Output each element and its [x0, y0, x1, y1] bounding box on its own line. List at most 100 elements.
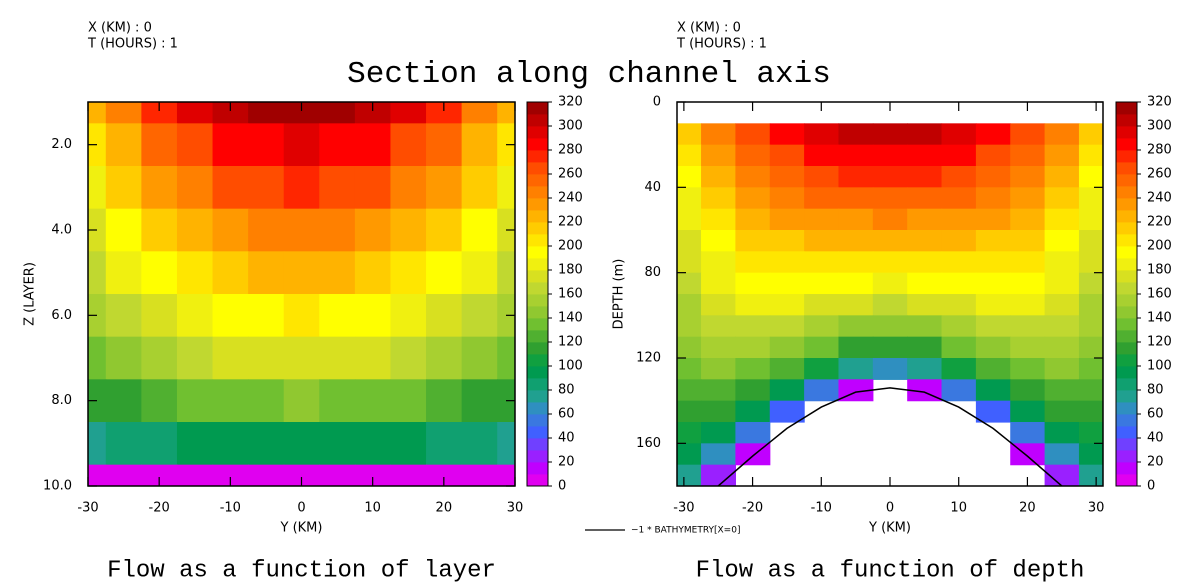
- cell: [804, 315, 840, 338]
- cell: [283, 123, 320, 167]
- colorbar-band: [527, 282, 548, 295]
- cell: [1010, 251, 1046, 274]
- colorbar-label: 180: [1147, 263, 1172, 278]
- plot-area: [88, 102, 515, 486]
- cell: [426, 379, 463, 423]
- cell: [1078, 251, 1103, 274]
- cell: [907, 123, 943, 146]
- cell: [677, 144, 702, 167]
- cell: [390, 102, 427, 124]
- cell: [176, 464, 214, 486]
- cell: [677, 422, 702, 444]
- cell: [212, 294, 249, 338]
- x-tick-label: -10: [811, 501, 832, 516]
- cell: [497, 336, 515, 380]
- cell: [701, 208, 737, 231]
- cell: [804, 187, 840, 210]
- cell: [212, 102, 249, 124]
- cell: [212, 379, 249, 423]
- colorbar-band: [527, 138, 548, 151]
- cell: [804, 379, 840, 402]
- cell: [212, 422, 249, 466]
- cell: [1010, 336, 1046, 359]
- cell: [769, 336, 805, 359]
- cell: [390, 123, 427, 167]
- cell: [1010, 422, 1046, 444]
- colorbar-band: [527, 258, 548, 271]
- cell: [1044, 315, 1080, 338]
- cell: [105, 379, 142, 423]
- cell: [212, 123, 249, 167]
- cell: [769, 230, 805, 252]
- cell: [1010, 294, 1046, 316]
- plot-area: [677, 123, 1103, 486]
- cell: [354, 166, 392, 210]
- colorbar-band: [1116, 354, 1137, 367]
- cell: [677, 464, 702, 486]
- colorbar-band: [527, 210, 548, 223]
- colorbar-band: [527, 462, 548, 475]
- cell: [872, 358, 908, 380]
- colorbar-band: [1116, 270, 1137, 283]
- cell: [426, 208, 463, 252]
- cell: [497, 102, 515, 124]
- annotation: T (HOURS) : 1: [676, 37, 767, 52]
- colorbar-band: [527, 402, 548, 415]
- cell: [176, 336, 214, 380]
- cell: [804, 230, 840, 252]
- cell: [319, 102, 356, 124]
- cell: [907, 315, 943, 338]
- colorbar-band: [1116, 330, 1137, 343]
- cell: [735, 144, 771, 167]
- colorbar-band: [1116, 246, 1137, 259]
- colorbar-band: [1116, 462, 1137, 475]
- cell: [838, 272, 874, 295]
- colorbar-band: [527, 102, 548, 115]
- cell: [975, 336, 1011, 359]
- cell: [1010, 144, 1046, 167]
- cell: [176, 251, 214, 295]
- x-tick-label: -20: [742, 501, 763, 516]
- colorbar-band: [1116, 150, 1137, 163]
- cell: [941, 315, 977, 338]
- colorbar-band: [1116, 198, 1137, 211]
- cell: [975, 208, 1011, 231]
- cell: [497, 166, 515, 210]
- cell: [1010, 187, 1046, 210]
- cell: [701, 251, 737, 274]
- colorbar-label: 200: [558, 239, 583, 254]
- colorbar-label: 160: [1147, 287, 1172, 302]
- cell: [461, 102, 498, 124]
- cell: [105, 251, 142, 295]
- colorbar-band: [1116, 114, 1137, 127]
- cell: [941, 144, 977, 167]
- cell: [497, 251, 515, 295]
- cell: [141, 379, 178, 423]
- colorbar-band: [1116, 318, 1137, 331]
- colorbar-band: [527, 198, 548, 211]
- x-tick-label: -30: [77, 501, 98, 516]
- cell: [701, 294, 737, 316]
- cell: [701, 123, 737, 146]
- cell: [769, 379, 805, 402]
- cell: [735, 187, 771, 210]
- cell: [390, 464, 427, 486]
- cell: [872, 272, 908, 295]
- colorbar-label: 80: [1147, 383, 1164, 398]
- cell: [105, 294, 142, 338]
- cell: [907, 336, 943, 359]
- colorbar-label: 300: [558, 119, 583, 134]
- cell: [141, 464, 178, 486]
- cell: [975, 358, 1011, 380]
- colorbar-band: [527, 294, 548, 307]
- cell: [838, 166, 874, 188]
- cell: [1010, 358, 1046, 380]
- cell: [804, 336, 840, 359]
- cell: [838, 187, 874, 210]
- cell: [677, 272, 702, 295]
- cell: [390, 379, 427, 423]
- colorbar-label: 240: [558, 191, 583, 206]
- cell: [354, 208, 392, 252]
- colorbar-band: [527, 414, 548, 427]
- cell: [212, 208, 249, 252]
